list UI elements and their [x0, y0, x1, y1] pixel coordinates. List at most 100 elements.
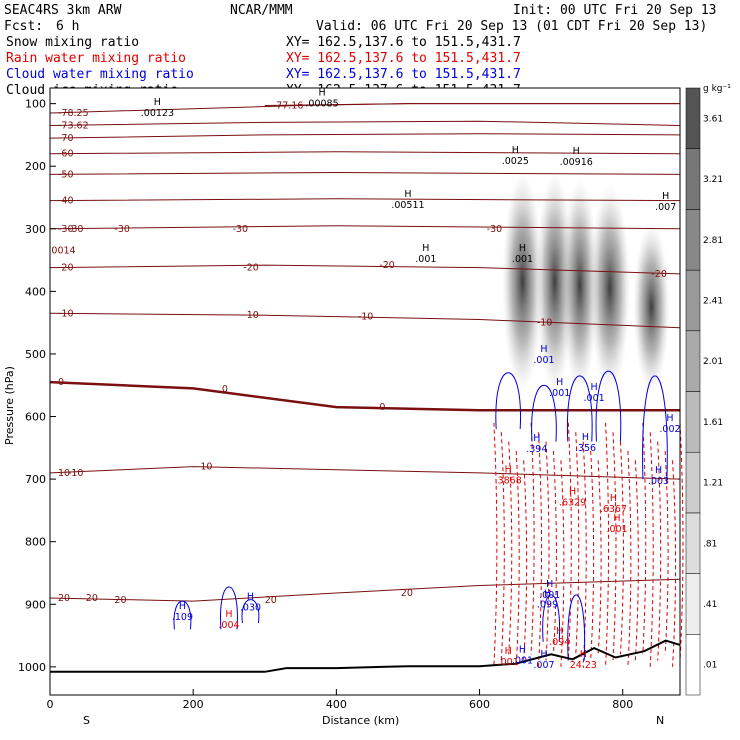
isotherm-label-7: -30 — [58, 224, 74, 235]
high-marker-19: H — [540, 649, 547, 660]
colorbar-label-9: 3.61 — [703, 114, 723, 124]
colorbar-label-2: .81 — [703, 539, 717, 549]
high-value-16: .001 — [539, 590, 560, 601]
isotherm-label-0: -73.62 — [58, 121, 89, 132]
init-time: Init: 00 UTC Fri 20 Sep 13 — [513, 3, 717, 18]
colorbar-swatch-7 — [685, 209, 701, 271]
x-tick-label-0: 0 — [47, 698, 54, 711]
temperature-isotherms: -73.62 -78.25 -77.16 -70 -60 -50 -40 -30 -20 -10 0… — [49, 101, 681, 606]
model-title: SEAC4RS 3km ARW — [4, 3, 122, 18]
high-value-2: .00511 — [391, 200, 424, 211]
high-value-6: .001 — [512, 254, 533, 265]
rain-contour-16 — [612, 432, 617, 661]
high-marker-0: H — [154, 97, 161, 108]
high-value-21: .094 — [549, 637, 570, 648]
y-tick-label-8: 900 — [25, 598, 46, 611]
y-tick-label-9: 1000 — [18, 661, 46, 674]
high-marker-6: H — [519, 243, 526, 254]
isotherm-label-5: -50 — [58, 169, 74, 180]
field-name-2: Cloud water mixing ratio — [6, 67, 194, 82]
x-axis-label: Distance (km) — [322, 714, 399, 727]
isotherm-10 — [49, 380, 680, 412]
high-marker-14: H — [610, 493, 617, 504]
max-value-markers: H.00123H.00085H.00511H.0025H.00916H.007H… — [141, 88, 681, 671]
rain-contour-22 — [657, 441, 662, 661]
rain-contour-6 — [538, 432, 543, 667]
isotherm-extra-label-4: -20 — [379, 260, 395, 271]
isotherm-extra-label-5: -10 — [243, 310, 259, 321]
x-tick-label-3: 600 — [469, 698, 490, 711]
high-value-8: .001 — [549, 388, 570, 399]
isotherm-label-4: -60 — [58, 149, 74, 160]
isotherm-extra-label-2: -30 — [233, 224, 249, 235]
colorbar-swatch-1 — [685, 573, 701, 635]
isotherm-extra-label-18: 0014 — [51, 246, 75, 257]
snow-plume-4 — [633, 222, 670, 392]
isotherm-extra-label-12: 20 — [86, 593, 98, 604]
fcst-label: Fcst: — [4, 19, 43, 34]
high-value-5: .007 — [655, 202, 676, 213]
rain-contour-4 — [523, 460, 528, 661]
isotherm-label-6: -40 — [58, 196, 74, 207]
high-marker-21: H — [556, 626, 563, 637]
y-tick-label-2: 300 — [25, 223, 46, 236]
high-value-12: .3868 — [495, 475, 522, 486]
high-marker-10: H — [533, 433, 540, 444]
cloud-contour-4 — [642, 375, 668, 480]
high-marker-18: H — [519, 645, 526, 656]
rain-contour-0 — [493, 422, 498, 667]
rain-contour-1 — [500, 432, 505, 661]
y-tick-label-3: 400 — [25, 285, 46, 298]
isotherm-extra-label-14: 20 — [265, 595, 277, 606]
isotherm-extra-label-1: -30 — [114, 224, 130, 235]
isotherm-extra-label-15: 20 — [401, 588, 413, 599]
rain-contour-7 — [545, 441, 550, 661]
high-value-17: .099 — [537, 599, 558, 610]
field-name-1: Rain water mixing ratio — [6, 51, 186, 66]
high-marker-11: H — [582, 432, 589, 443]
field-xy-0: XY= 162.5,137.6 to 151.5,431.7 — [286, 35, 521, 50]
isotherm-label-10: 0 — [58, 377, 64, 388]
high-marker-15: H — [613, 513, 620, 524]
colorbar-label-8: 3.21 — [703, 175, 723, 185]
isotherm-label-12: 20 — [58, 593, 70, 604]
isotherm-extra-label-11: 10 — [200, 462, 212, 473]
isotherm-extra-label-0: -30 — [68, 224, 84, 235]
high-value-14: .6367 — [600, 504, 627, 515]
colorbar-label-3: 1.21 — [703, 479, 723, 489]
isotherm-extra-label-6: -10 — [358, 311, 374, 322]
colorbar-label-5: 2.01 — [703, 357, 723, 367]
high-value-0: .00123 — [141, 108, 174, 119]
high-value-1: .00085 — [305, 99, 338, 110]
high-marker-17: H — [544, 588, 551, 599]
rain-contour-5 — [530, 422, 535, 655]
isotherm-extra-label-17: -30 — [487, 224, 503, 235]
isotherm-2 — [264, 103, 680, 106]
colorbar-swatch-0 — [685, 634, 701, 696]
isotherm-9 — [49, 312, 681, 329]
colorbar-swatch-4 — [685, 391, 701, 453]
isotherm-11 — [49, 466, 681, 480]
isotherm-extra-label-13: 20 — [114, 595, 126, 606]
south-label: S — [83, 714, 90, 727]
cloud-contour-0 — [495, 372, 522, 430]
y-tick-label-6: 700 — [25, 473, 46, 486]
high-marker-1: H — [318, 88, 325, 99]
colorbar-label-1: .41 — [703, 600, 717, 610]
high-value-10: .394 — [526, 444, 547, 455]
high-value-25: .004 — [218, 620, 239, 631]
cloud-lower-contour-1 — [567, 594, 586, 661]
colorbar-label-4: 1.61 — [703, 418, 723, 428]
colorbar-swatch-5 — [685, 330, 701, 392]
high-value-9: .001 — [584, 393, 605, 404]
cloud-contour-3 — [595, 370, 622, 442]
rain-contour-13 — [590, 450, 595, 661]
high-marker-25: H — [225, 609, 232, 620]
isotherm-extra-label-10: -10 — [68, 468, 84, 479]
cloud-lower-contour-2 — [220, 586, 238, 630]
high-marker-2: H — [404, 189, 411, 200]
high-marker-22: H — [580, 649, 587, 660]
y-tick-label-7: 800 — [25, 536, 46, 549]
y-tick-label-4: 500 — [25, 348, 46, 361]
